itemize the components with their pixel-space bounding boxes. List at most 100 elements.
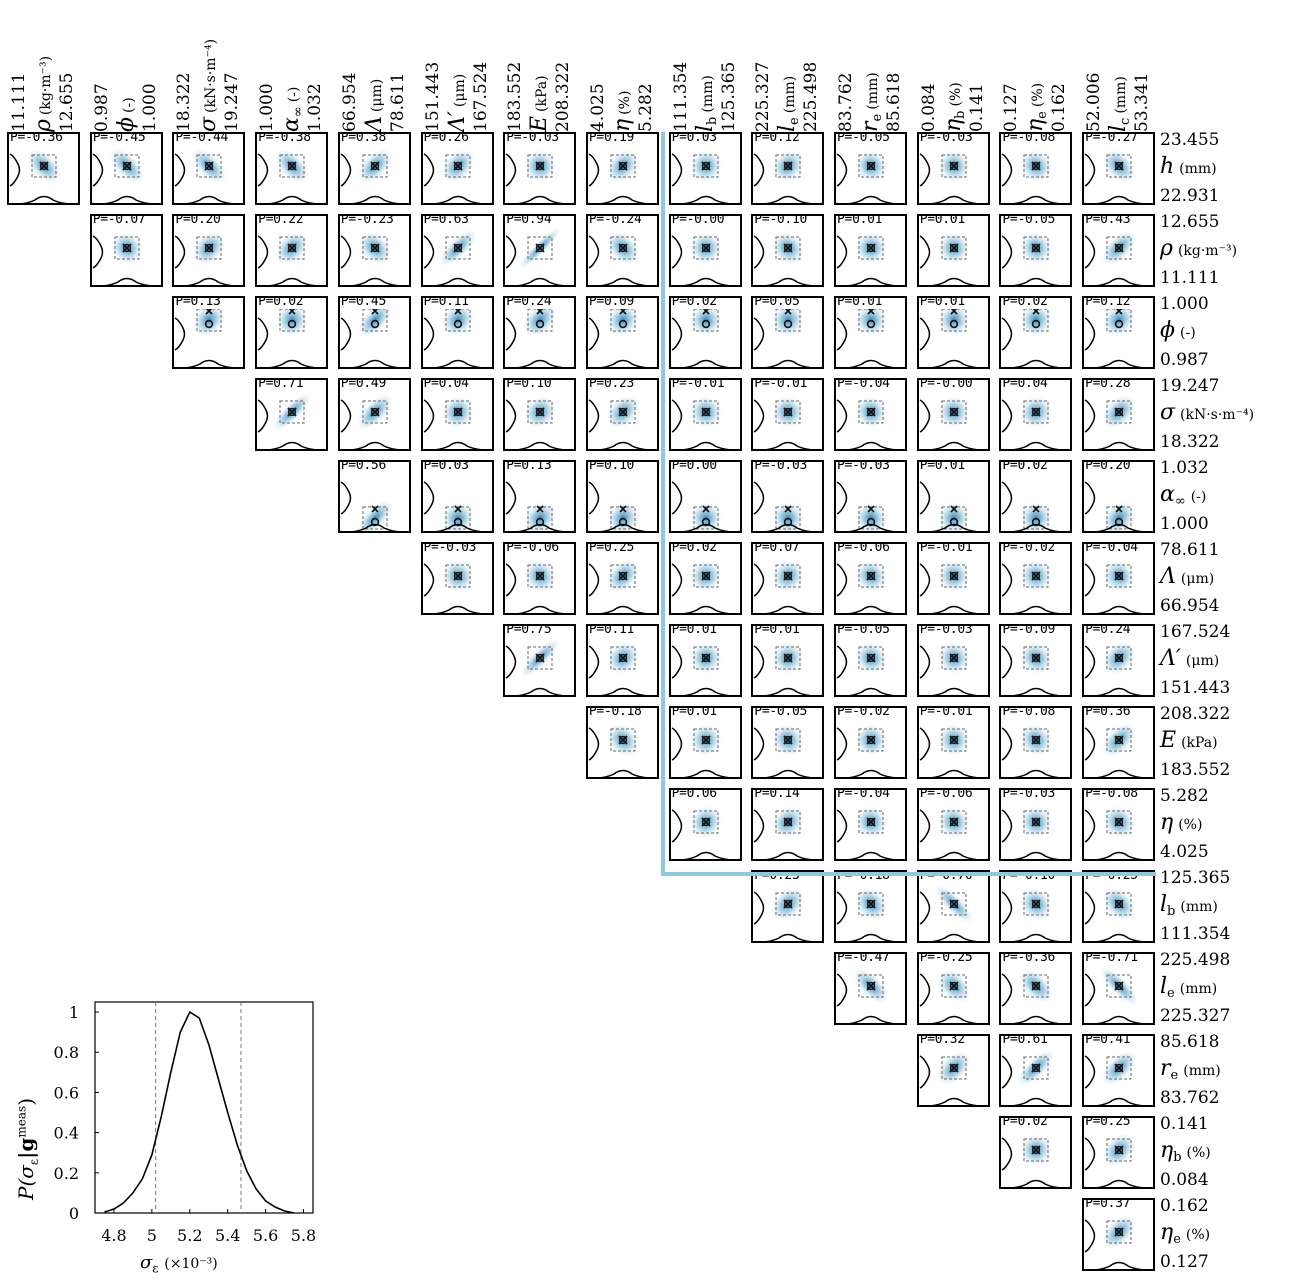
column-marginal-curve [269,359,316,367]
true-value-marker [618,505,628,527]
row-marginal-curve [423,399,434,433]
column-marginal-curve [931,1097,977,1105]
row-marginal-curve [257,399,269,433]
true-value-marker [452,243,463,253]
row-marginal-curve [505,153,517,187]
row-max-alpha: 1.032 [1160,458,1209,478]
correlation-label: P=0.56 [340,460,387,473]
column-marginal-curve [931,933,977,941]
column-marginal-curve [518,359,564,367]
row-label-re: 85.618 re (mm) 83.762 [1160,1032,1300,1114]
correlation-label: P=-0.03 [423,542,478,555]
matrix-cell-alpha-LambdaP: P=0.03 [420,460,494,533]
column-marginal-curve [269,277,316,285]
matrix-cell-rho-alpha: P=0.22 [255,214,329,287]
column-marginal-curve [600,687,647,695]
column-marginal-curve [352,277,399,285]
column-marginal-curve [518,195,564,203]
row-marginal-curve [505,317,517,351]
row-min-eta: 4.025 [1160,842,1209,862]
x-tick-label: 5.8 [291,1226,316,1245]
true-value-marker [1114,1227,1124,1237]
column-marginal-curve [600,523,647,531]
row-marginal-curve [1002,1137,1013,1171]
correlation-label: P=-0.71 [1085,952,1139,965]
plot-frame [94,1001,314,1214]
row-max-h: 23.455 [1160,130,1220,150]
column-marginal-curve [1014,1015,1060,1023]
true-value-marker [370,407,380,417]
matrix-cell-lb-le: P=0.23 [751,870,825,943]
matrix-cell-le-etab: P=-0.25 [916,952,990,1025]
row-marginal-curve [175,317,186,351]
correlation-label: P=0.45 [340,296,387,309]
correlation-label: P=0.75 [506,624,553,637]
column-marginal-curve [187,359,233,367]
row-marginal-curve [919,973,930,1007]
matrix-cell-re-etae: P=0.61 [999,1034,1073,1107]
row-label-lb: 125.365 lb (mm) 111.354 [1160,868,1300,950]
row-symbol-alpha: α∞ (-) [1160,482,1207,510]
row-marginal-curve [340,399,352,433]
true-value-marker [866,981,876,991]
row-marginal-curve [919,891,930,925]
row-marginal-curve [340,317,352,351]
matrix-cell-le-etae: P=-0.36 [999,952,1073,1025]
x-tick-label: 5 [147,1226,157,1245]
correlation-label: P=-0.36 [10,132,64,145]
correlation-label: P=-0.24 [588,214,643,227]
row-min-phi: 0.987 [1160,350,1209,370]
column-marginal-curve [1014,1179,1060,1187]
row-marginal-curve [1084,891,1096,925]
row-min-etae: 0.127 [1160,1252,1209,1272]
row-marginal-curve [588,563,600,597]
row-label-eta: 5.282 η (%) 4.025 [1160,786,1300,868]
row-label-LambdaP: 167.524 Λ′ (μm) 151.443 [1160,622,1300,704]
column-marginal-curve [518,605,564,613]
column-marginal-curve [352,359,399,367]
true-value-marker [370,505,379,527]
matrix-cell-le-re: P=-0.47 [834,952,907,1025]
matrix-cell-rho-eta: P=-0.24 [585,214,659,287]
row-marginal-curve [1084,973,1096,1007]
true-value-marker [370,161,380,171]
correlation-label: P=0.32 [919,1034,966,1047]
correlation-label: P=0.02 [1002,1116,1049,1129]
matrix-cell-h-eta: P=0.19 [585,132,659,205]
matrix-cell-phi-eta: P=0.09 [585,296,659,369]
column-marginal-curve [435,605,481,613]
row-max-rho: 12.655 [1160,212,1220,232]
column-marginal-curve [518,687,564,695]
true-value-marker [39,161,49,171]
row-symbol-E: E (kPa) [1160,728,1218,753]
column-marginal-curve [600,769,647,777]
column-marginal-curve [435,195,481,203]
row-marginal-curve [175,235,186,269]
matrix-cell-phi-Lambda: P=0.45 [337,296,411,369]
column-marginal-curve [931,1015,977,1023]
true-value-marker [1114,981,1124,991]
y-tick-label: 0 [69,1204,79,1223]
column-marginal-curve [1096,1261,1143,1269]
true-value-marker [122,243,132,253]
true-value-marker [535,653,545,663]
matrix-cell-lb-etae: P=-0.10 [999,870,1073,943]
row-marginal-curve [505,235,517,269]
correlation-label: P=0.25 [1085,1116,1132,1129]
true-value-marker [618,161,628,171]
row-marginal-curve [423,317,434,351]
row-symbol-sigma: σ (kN·s·m⁻⁴) [1160,400,1255,425]
row-marginal-curve [423,235,434,269]
column-marginal-curve [104,277,150,285]
correlation-label: P=0.11 [423,296,470,309]
row-marginal-curve [340,235,352,269]
matrix-cell-etae-lc: P=0.37 [1082,1198,1156,1271]
true-value-marker [535,307,545,329]
column-marginal-curve [1096,1179,1143,1187]
true-value-marker [452,161,463,171]
true-value-marker [535,407,545,417]
true-value-marker [1114,1145,1124,1155]
matrix-cell-sigma-alpha: P=0.71 [255,378,329,451]
true-value-marker [535,505,545,527]
column-marginal-curve [600,195,647,203]
